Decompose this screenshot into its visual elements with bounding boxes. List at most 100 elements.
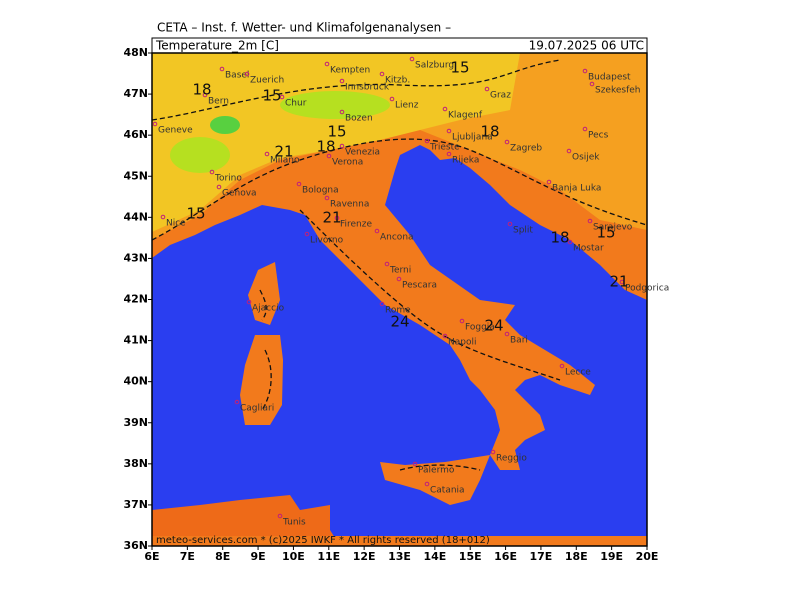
- header-institute: CETA – Inst. f. Wetter- und Klimafolgena…: [157, 21, 451, 35]
- north-africa: [152, 495, 340, 546]
- contour-label: 21: [609, 273, 628, 291]
- x-tick-label: 18E: [565, 550, 588, 563]
- city-marker: [567, 239, 573, 245]
- header-time: 19.07.2025 06 UTC: [529, 39, 644, 53]
- city-marker: [546, 179, 552, 185]
- city-marker: [324, 61, 330, 67]
- city-marker: [424, 138, 430, 144]
- alps: [152, 53, 520, 232]
- x-tick-label: 14E: [423, 550, 446, 563]
- y-tick-label: 44N: [123, 210, 148, 223]
- city-marker: [209, 169, 215, 175]
- city-label: Ancona: [380, 233, 414, 243]
- contour-label: 15: [262, 87, 281, 105]
- city-label: Firenze: [340, 220, 372, 230]
- city-label: Chur: [285, 99, 307, 109]
- city-label: Torino: [214, 174, 242, 184]
- sardinia: [240, 335, 283, 425]
- contour-label: 15: [596, 224, 615, 242]
- city-label: Klagenf: [448, 111, 483, 121]
- city-label: Mostar: [573, 244, 604, 254]
- city-label: Osijek: [572, 153, 600, 163]
- city-marker: [582, 68, 588, 74]
- city-label: Lecce: [565, 368, 591, 378]
- city-label: Geneve: [158, 126, 193, 136]
- city-marker: [296, 181, 302, 187]
- city-label: Ajaccio: [252, 304, 285, 314]
- contour-label: 21: [274, 143, 293, 161]
- city-marker: [339, 78, 345, 84]
- city-label: Pecs: [588, 131, 609, 141]
- city-label: Genova: [222, 189, 257, 199]
- city-marker: [374, 228, 380, 234]
- city-marker: [396, 276, 402, 282]
- city-marker: [389, 96, 395, 102]
- city-label: Tunis: [282, 518, 306, 528]
- city-marker: [304, 231, 310, 237]
- y-tick-label: 38N: [123, 457, 148, 470]
- city-label: Podgorica: [625, 284, 669, 294]
- city-label: Foggia: [465, 323, 495, 333]
- city-marker: [244, 71, 250, 77]
- city-label: Ravenna: [330, 200, 369, 210]
- city-label: Palermo: [418, 466, 455, 476]
- contour-label: 21: [322, 209, 341, 227]
- x-tick-label: 10E: [282, 550, 305, 563]
- city-marker: [339, 143, 345, 149]
- city-marker: [264, 151, 270, 157]
- x-tick-label: 8E: [215, 550, 230, 563]
- city-label: Cagliari: [240, 404, 274, 414]
- corsica: [248, 262, 280, 325]
- city-marker: [459, 318, 465, 324]
- y-tick-label: 41N: [123, 334, 148, 347]
- x-tick-label: 17E: [530, 550, 553, 563]
- y-tick-label: 45N: [123, 169, 148, 182]
- city-marker: [234, 399, 240, 405]
- city-label: Verona: [332, 158, 363, 168]
- contour-label: 24: [484, 317, 503, 335]
- city-label: Bari: [510, 336, 528, 346]
- city-label: Sarajevo: [593, 223, 633, 233]
- x-tick-label: 9E: [250, 550, 265, 563]
- city-label: Basel: [225, 71, 249, 81]
- city-label: Bern: [208, 97, 229, 107]
- city-marker: [566, 148, 572, 154]
- y-tick-label: 42N: [123, 293, 148, 306]
- city-marker: [334, 215, 340, 221]
- y-tick-label: 48N: [123, 46, 148, 59]
- x-tick-label: 20E: [636, 550, 659, 563]
- city-label: Pescara: [402, 281, 437, 291]
- city-label: Trieste: [429, 143, 460, 153]
- footer: meteo-services.com * (c)2025 IWKF * All …: [156, 535, 490, 546]
- city-label: Kempten: [330, 66, 370, 76]
- contours: [151, 59, 648, 471]
- city-label: Banja Luka: [552, 184, 601, 194]
- city-marker: [446, 128, 452, 134]
- contour-label: 15: [450, 59, 469, 77]
- city-label: Bologna: [302, 186, 339, 196]
- header-variable: Temperature_2m [C]: [155, 39, 279, 53]
- city-label: Graz: [490, 91, 511, 101]
- city-marker: [504, 331, 510, 337]
- city-marker: [279, 94, 285, 100]
- contour-line: [151, 138, 648, 241]
- city-marker: [619, 279, 625, 285]
- alps-cold: [210, 116, 240, 134]
- city-marker: [152, 121, 158, 127]
- city-label: Innsbruck: [345, 83, 390, 93]
- city-label: Zuerich: [250, 76, 284, 86]
- city-marker: [484, 86, 490, 92]
- x-tick-label: 6E: [144, 550, 159, 563]
- contour-line: [259, 289, 267, 321]
- city-marker: [216, 184, 222, 190]
- y-tick-label: 36N: [123, 539, 148, 552]
- city-marker: [587, 218, 593, 224]
- map-area: meteo-services.com * (c)2025 IWKF * All …: [151, 52, 648, 547]
- x-tick-label: 15E: [459, 550, 482, 563]
- sicily: [380, 455, 490, 505]
- x-tick-label: 12E: [353, 550, 376, 563]
- x-tick-label: 7E: [180, 550, 195, 563]
- contour-label: 18: [192, 81, 211, 99]
